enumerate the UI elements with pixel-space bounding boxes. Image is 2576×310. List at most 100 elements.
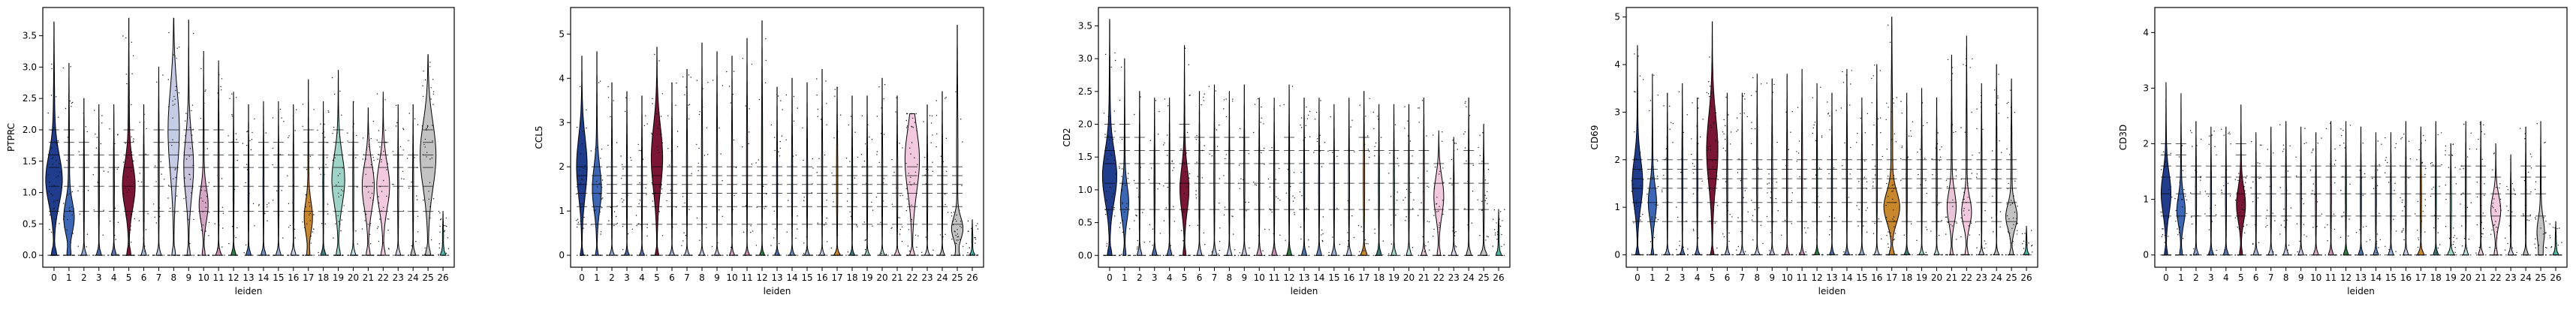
strip-point	[1208, 86, 1210, 87]
strip-point	[230, 254, 232, 256]
strip-point	[1436, 211, 1438, 212]
strip-point	[1457, 254, 1459, 256]
x-tick-label: 18	[1373, 272, 1384, 283]
strip-point	[646, 254, 647, 256]
violin-16	[290, 104, 297, 256]
x-tick-label: 0	[579, 272, 585, 283]
strip-point	[1436, 254, 1438, 256]
strip-point	[1398, 165, 1399, 167]
strip-point	[1925, 179, 1927, 182]
strip-point	[899, 217, 900, 218]
strip-point	[1818, 206, 1820, 208]
strip-point	[1777, 210, 1779, 212]
strip-point	[1728, 240, 1730, 242]
strip-point	[1136, 215, 1137, 217]
strip-point	[370, 164, 372, 166]
strip-point	[327, 213, 329, 215]
strip-point	[1150, 254, 1152, 256]
strip-point	[1946, 216, 1948, 218]
strip-point	[1319, 134, 1321, 136]
strip-point	[1484, 200, 1487, 201]
strip-point	[1314, 254, 1315, 256]
strip-point	[1304, 137, 1306, 138]
strip-point	[258, 205, 260, 206]
strip-point	[266, 254, 267, 256]
strip-point	[1787, 254, 1788, 256]
strip-point	[1332, 152, 1333, 153]
strip-point	[1668, 254, 1670, 256]
strip-point	[1497, 254, 1499, 256]
violin-13	[245, 104, 252, 256]
strip-point	[1978, 234, 1980, 236]
strip-point	[729, 254, 731, 256]
strip-point	[1941, 146, 1942, 148]
strip-point	[747, 254, 749, 256]
strip-point	[1722, 147, 1725, 149]
strip-point	[1382, 254, 1384, 256]
strip-point	[1455, 231, 1457, 233]
strip-point	[804, 254, 806, 256]
strip-point	[1830, 254, 1833, 256]
y-tick-label: 2	[559, 161, 565, 172]
strip-point	[638, 149, 640, 152]
strip-point	[1963, 254, 1965, 256]
strip-point	[1978, 254, 1979, 256]
strip-point	[246, 169, 249, 170]
strip-point	[935, 115, 938, 116]
strip-point	[1963, 198, 1965, 200]
strip-point	[323, 254, 324, 256]
strip-point	[447, 254, 450, 256]
strip-point	[758, 254, 760, 256]
strip-point	[1373, 128, 1375, 130]
x-tick-label: 7	[1740, 272, 1746, 283]
strip-point	[1366, 135, 1369, 137]
strip-point	[657, 146, 658, 147]
strip-point	[57, 200, 59, 201]
strip-point	[397, 237, 399, 239]
strip-point	[1397, 254, 1399, 256]
strip-point	[1771, 182, 1773, 184]
strip-point	[175, 254, 176, 256]
strip-point	[1723, 236, 1725, 238]
strip-point	[926, 254, 929, 256]
strip-point	[1971, 254, 1972, 256]
strip-point	[340, 230, 342, 232]
strip-point	[438, 254, 440, 256]
strip-point	[957, 239, 959, 241]
strip-point	[1181, 230, 1183, 231]
strip-point	[1452, 230, 1454, 232]
strip-point	[1237, 254, 1240, 256]
strip-point	[1423, 191, 1424, 193]
strip-point	[322, 182, 324, 183]
strip-point	[880, 221, 881, 223]
x-tick-label: 7	[156, 272, 162, 283]
strip-point	[1181, 254, 1183, 256]
strip-point	[1201, 177, 1204, 179]
strip-point	[1208, 254, 1210, 256]
strip-point	[581, 143, 583, 145]
strip-point	[1494, 229, 1496, 230]
strip-point	[1406, 188, 1408, 190]
strip-point	[1159, 254, 1161, 256]
strip-point	[370, 254, 372, 256]
strip-point	[699, 254, 700, 256]
x-tick-label: 25	[2005, 272, 2017, 283]
strip-point	[144, 245, 146, 247]
strip-point	[659, 185, 661, 188]
strip-point	[347, 132, 348, 134]
violin-2	[2192, 121, 2200, 256]
x-tick-label: 15	[1856, 272, 1867, 283]
strip-point	[1106, 254, 1107, 256]
strip-point	[685, 234, 687, 236]
strip-point	[1125, 206, 1127, 209]
violin-9	[1769, 78, 1776, 255]
strip-point	[1952, 254, 1954, 256]
strip-point	[1649, 110, 1650, 112]
strip-point	[379, 146, 381, 148]
x-tick-label: 21	[891, 272, 902, 283]
strip-point	[198, 254, 200, 256]
strip-point	[122, 35, 124, 37]
strip-point	[1149, 241, 1151, 242]
strip-point	[51, 68, 53, 70]
strip-point	[116, 168, 118, 170]
